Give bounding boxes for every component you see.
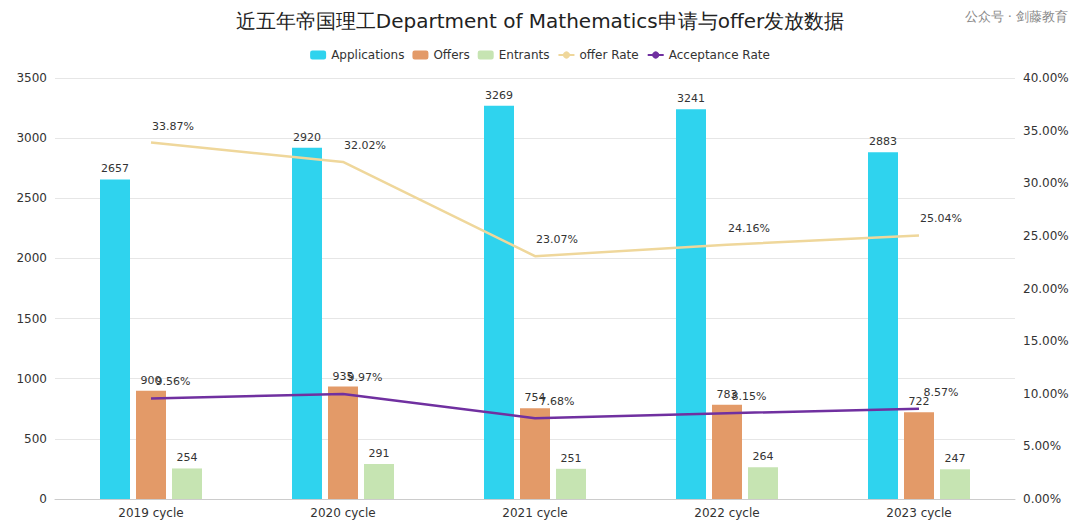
svg-text:25.00%: 25.00% (1023, 229, 1069, 243)
svg-text:Entrants: Entrants (499, 48, 550, 62)
svg-text:15.00%: 15.00% (1023, 334, 1069, 348)
svg-text:近五年帝国理工Department of Mathemati: 近五年帝国理工Department of Mathematics申请与offer… (236, 9, 844, 33)
svg-text:10.00%: 10.00% (1023, 387, 1069, 401)
svg-text:23.07%: 23.07% (536, 233, 578, 246)
svg-text:9.97%: 9.97% (348, 371, 383, 384)
svg-text:8.57%: 8.57% (924, 386, 959, 399)
svg-text:2920: 2920 (293, 131, 321, 144)
svg-text:8.15%: 8.15% (732, 390, 767, 403)
svg-text:264: 264 (753, 450, 774, 463)
svg-text:2500: 2500 (16, 191, 47, 205)
svg-text:33.87%: 33.87% (152, 120, 194, 133)
svg-text:251: 251 (561, 452, 582, 465)
svg-text:32.02%: 32.02% (344, 139, 386, 152)
svg-text:30.00%: 30.00% (1023, 176, 1069, 190)
svg-text:1500: 1500 (16, 312, 47, 326)
svg-text:2000: 2000 (16, 251, 47, 265)
svg-text:2657: 2657 (101, 162, 129, 175)
svg-text:2020 cycle: 2020 cycle (310, 506, 375, 520)
svg-text:0: 0 (39, 492, 47, 506)
svg-text:2021 cycle: 2021 cycle (502, 506, 567, 520)
svg-text:公众号 · 剑藤教育: 公众号 · 剑藤教育 (965, 9, 1068, 24)
svg-text:3269: 3269 (485, 89, 513, 102)
svg-text:500: 500 (24, 432, 47, 446)
svg-text:900: 900 (140, 373, 162, 387)
svg-text:2023 cycle: 2023 cycle (886, 506, 951, 520)
svg-text:5.00%: 5.00% (1023, 439, 1061, 453)
svg-text:2883: 2883 (869, 135, 897, 148)
svg-text:Applications: Applications (331, 48, 404, 62)
svg-text:3241: 3241 (677, 92, 705, 105)
svg-text:40.00%: 40.00% (1023, 71, 1069, 85)
svg-text:1000: 1000 (16, 372, 47, 386)
svg-text:24.16%: 24.16% (728, 222, 770, 235)
svg-text:25.04%: 25.04% (920, 212, 962, 225)
svg-text:35.00%: 35.00% (1023, 124, 1069, 138)
svg-text:3500: 3500 (16, 71, 47, 85)
svg-text:2019 cycle: 2019 cycle (118, 506, 183, 520)
svg-text:754: 754 (524, 391, 546, 405)
svg-text:247: 247 (945, 452, 966, 465)
svg-text:722: 722 (908, 395, 930, 409)
svg-text:0.00%: 0.00% (1023, 492, 1061, 506)
svg-text:Acceptance Rate: Acceptance Rate (669, 48, 770, 62)
svg-text:9.56%: 9.56% (156, 375, 191, 388)
svg-text:2022 cycle: 2022 cycle (694, 506, 759, 520)
svg-text:3000: 3000 (16, 131, 47, 145)
svg-text:935: 935 (332, 369, 354, 383)
svg-text:20.00%: 20.00% (1023, 282, 1069, 296)
svg-text:783: 783 (716, 387, 738, 401)
svg-text:254: 254 (177, 451, 198, 464)
svg-text:291: 291 (369, 447, 390, 460)
svg-text:offer Rate: offer Rate (579, 48, 638, 62)
svg-text:Offers: Offers (433, 48, 469, 62)
svg-text:7.68%: 7.68% (540, 395, 575, 408)
